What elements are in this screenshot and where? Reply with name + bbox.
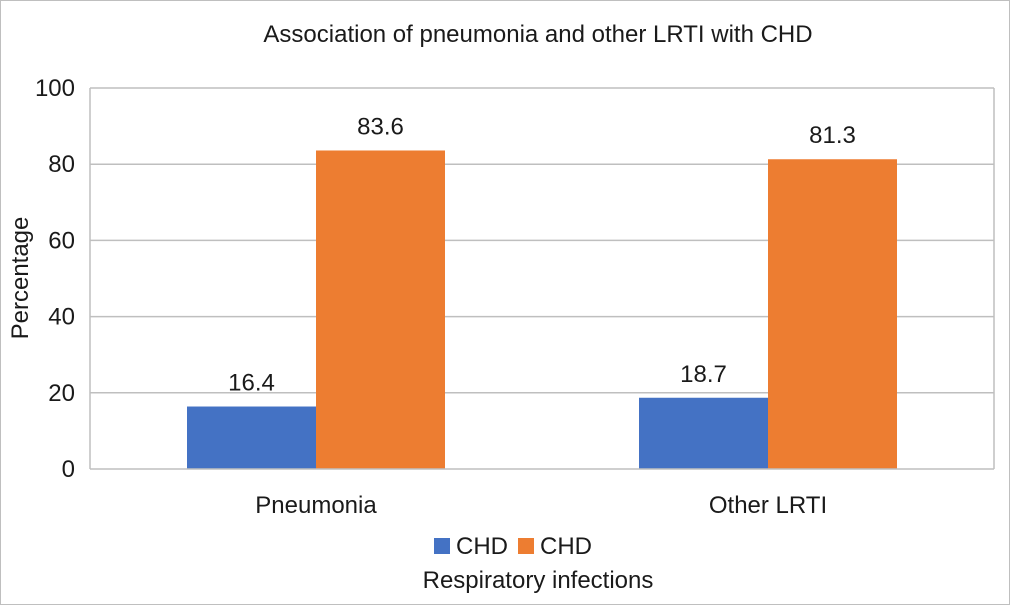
y-axis-label: Percentage bbox=[7, 217, 34, 340]
y-tick-label: 0 bbox=[62, 456, 75, 483]
bars bbox=[187, 150, 897, 469]
y-tick-label: 60 bbox=[48, 227, 75, 254]
y-tick-label: 40 bbox=[48, 304, 75, 331]
chart-title: Association of pneumonia and other LRTI … bbox=[263, 21, 812, 48]
legend-label: CHD bbox=[456, 533, 508, 560]
bar bbox=[316, 150, 445, 469]
legend-label: CHD bbox=[540, 533, 592, 560]
y-tick-label: 20 bbox=[48, 380, 75, 407]
data-label: 16.4 bbox=[228, 370, 275, 397]
data-labels: 16.4 83.6 18.7 81.3 bbox=[228, 113, 856, 396]
data-label: 81.3 bbox=[809, 122, 856, 149]
y-tick-labels: 0 20 40 60 80 100 bbox=[35, 75, 75, 483]
data-label: 18.7 bbox=[680, 361, 727, 388]
bar bbox=[768, 159, 897, 469]
legend: CHD CHD bbox=[434, 533, 592, 560]
x-tick-label: Pneumonia bbox=[255, 492, 377, 519]
bar bbox=[187, 406, 316, 469]
x-axis-label: Respiratory infections bbox=[423, 567, 654, 594]
x-tick-labels: Pneumonia Other LRTI bbox=[255, 492, 827, 519]
legend-swatch bbox=[434, 538, 450, 554]
y-tick-label: 80 bbox=[48, 151, 75, 178]
data-label: 83.6 bbox=[357, 113, 404, 140]
legend-swatch bbox=[518, 538, 534, 554]
bar bbox=[639, 397, 768, 469]
y-tick-label: 100 bbox=[35, 75, 75, 102]
x-tick-label: Other LRTI bbox=[709, 492, 827, 519]
